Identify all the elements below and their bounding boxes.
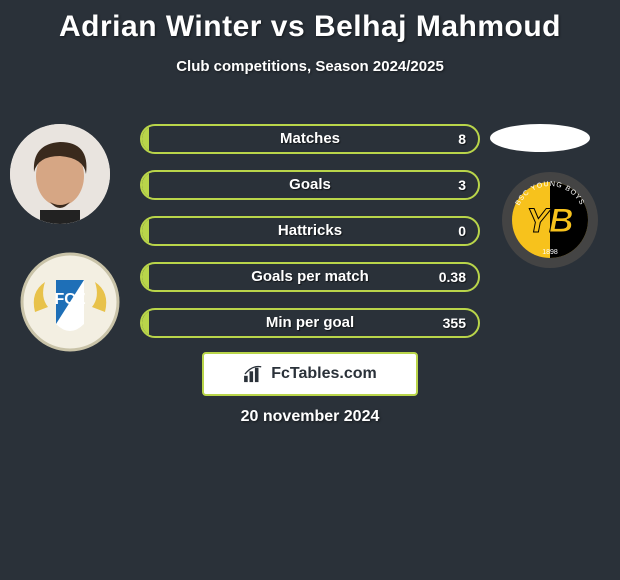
stat-label: Matches — [142, 126, 478, 152]
stat-bar: Goals per match0.38 — [140, 262, 480, 292]
footer-brand-text: FcTables.com — [271, 365, 377, 383]
bar-chart-icon — [243, 365, 265, 383]
page-subtitle: Club competitions, Season 2024/2025 — [0, 58, 620, 75]
club-left-logo: FCZ — [20, 252, 120, 352]
footer-date: 20 november 2024 — [0, 408, 620, 426]
stat-bar: Hattricks0 — [140, 216, 480, 246]
svg-text:FCZ: FCZ — [54, 291, 85, 308]
stat-value: 0 — [458, 218, 466, 244]
stat-label: Goals per match — [142, 264, 478, 290]
stat-label: Min per goal — [142, 310, 478, 336]
footer-brand-badge: FcTables.com — [202, 352, 418, 396]
stat-label: Hattricks — [142, 218, 478, 244]
stat-value: 3 — [458, 172, 466, 198]
stat-bar: Matches8 — [140, 124, 480, 154]
stat-bar: Goals3 — [140, 170, 480, 200]
stat-bar: Min per goal355 — [140, 308, 480, 338]
player-left-avatar — [10, 124, 110, 224]
svg-text:1898: 1898 — [542, 249, 558, 256]
page-title: Adrian Winter vs Belhaj Mahmoud — [0, 0, 620, 44]
player-right-avatar — [490, 124, 590, 152]
stat-value: 0.38 — [439, 264, 466, 290]
stat-value: 8 — [458, 126, 466, 152]
svg-text:YB: YB — [526, 202, 573, 240]
stat-value: 355 — [443, 310, 466, 336]
stat-label: Goals — [142, 172, 478, 198]
club-right-logo: YB BSC YOUNG BOYS 1898 — [500, 170, 600, 270]
stats-bars: Matches8Goals3Hattricks0Goals per match0… — [140, 124, 480, 354]
